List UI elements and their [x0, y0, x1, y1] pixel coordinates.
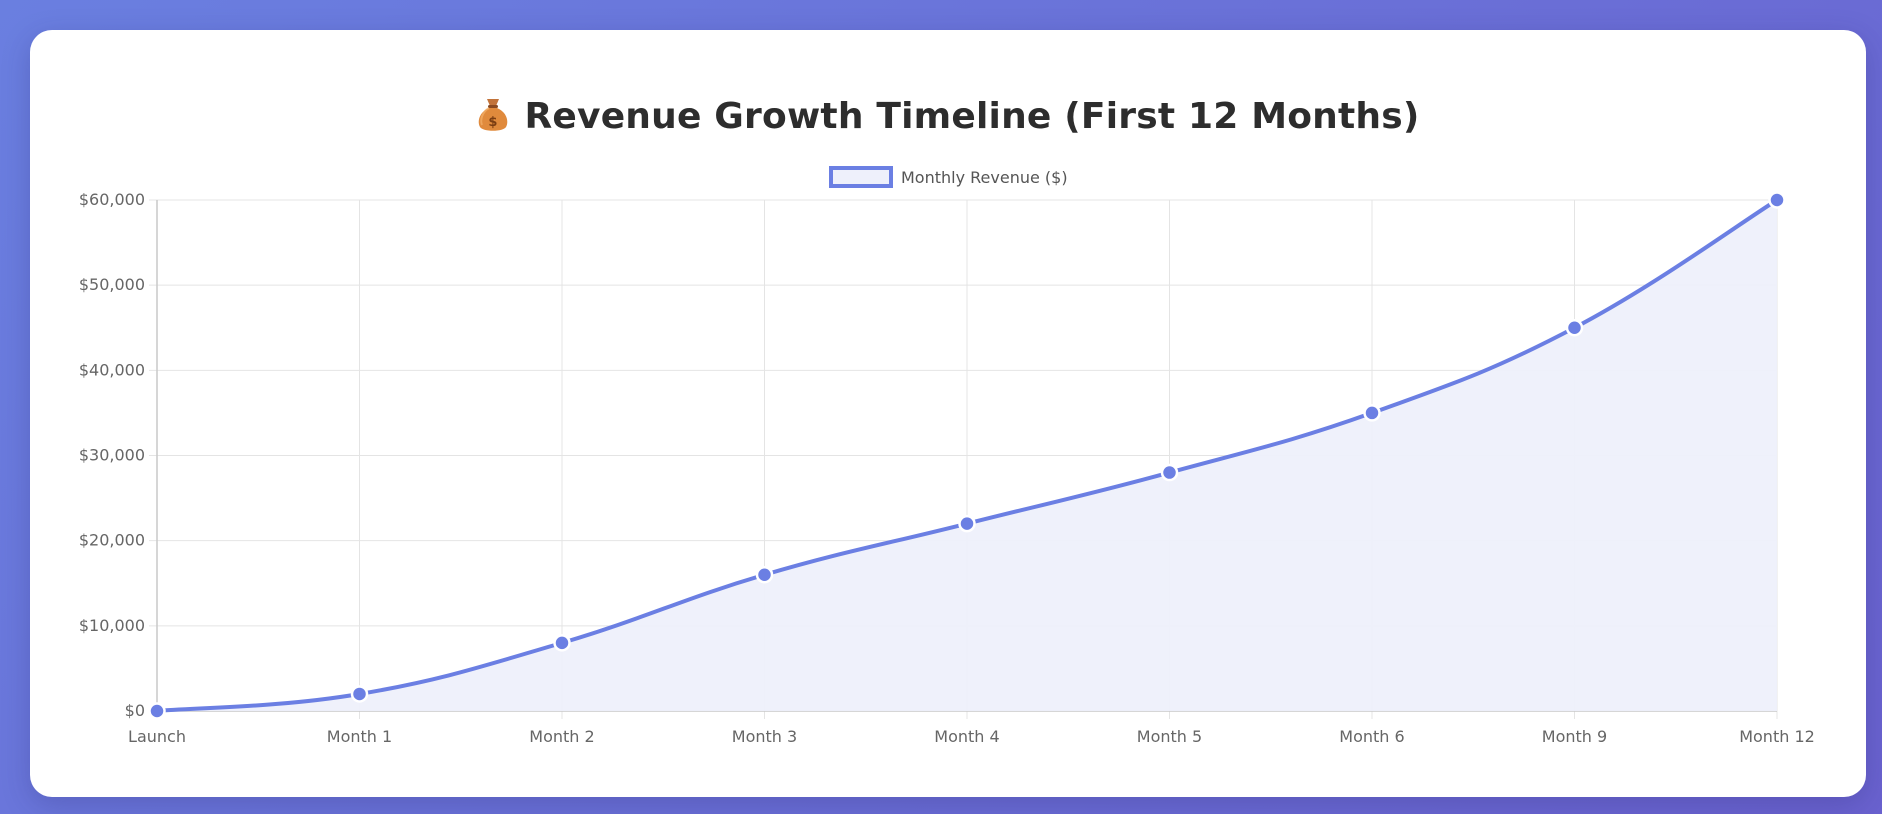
y-tick-label: $30,000: [79, 446, 145, 465]
data-points: [148, 191, 1786, 720]
data-point[interactable]: [958, 514, 976, 533]
x-tick-label: Month 9: [1542, 727, 1607, 746]
x-tick-label: Month 3: [732, 727, 797, 746]
data-point[interactable]: [1768, 191, 1786, 209]
svg-text:$: $: [489, 115, 498, 130]
data-point[interactable]: [553, 634, 571, 652]
chart-title: Revenue Growth Timeline (First 12 Months…: [524, 96, 1420, 137]
y-tick-label: $60,000: [79, 190, 145, 209]
y-tick-label: $40,000: [79, 360, 145, 379]
chart-title-container: $ Revenue Growth Timeline (First 12 Mont…: [30, 96, 1866, 143]
x-tick-label: Month 1: [327, 727, 392, 746]
x-tick-label: Launch: [128, 727, 186, 746]
data-point[interactable]: [148, 702, 166, 720]
line-chart: Monthly Revenue ($) $0 $10,000 $20,000 $30,…: [79, 166, 1815, 746]
data-point[interactable]: [1160, 463, 1179, 482]
x-tick-label: Month 5: [1137, 727, 1202, 746]
x-axis-labels: Launch Month 1 Month 2 Month 3 Month 4 Month …: [128, 727, 1815, 746]
x-tick-label: Month 4: [934, 727, 999, 746]
y-tick-label: $50,000: [79, 275, 145, 294]
y-axis-labels: $0 $10,000 $20,000 $30,000 $40,000 $50,000 $60…: [79, 190, 145, 720]
y-tick-label: $0: [125, 701, 145, 720]
area-fill-path: [157, 200, 1777, 711]
legend-swatch: [829, 166, 893, 188]
y-tick-label: $10,000: [79, 616, 145, 635]
money-bag-icon: $: [476, 96, 510, 143]
x-tick-label: Month 12: [1739, 727, 1815, 746]
x-tick-label: Month 2: [529, 727, 594, 746]
legend-label: Monthly Revenue ($): [901, 168, 1068, 187]
data-point[interactable]: [755, 565, 774, 584]
data-point[interactable]: [1565, 319, 1584, 337]
x-tick-label: Month 6: [1339, 727, 1404, 746]
legend[interactable]: Monthly Revenue ($): [829, 166, 1068, 188]
data-point[interactable]: [1363, 404, 1381, 422]
data-point[interactable]: [350, 685, 369, 703]
area-fill: [157, 200, 1777, 711]
y-tick-label: $20,000: [79, 531, 145, 550]
